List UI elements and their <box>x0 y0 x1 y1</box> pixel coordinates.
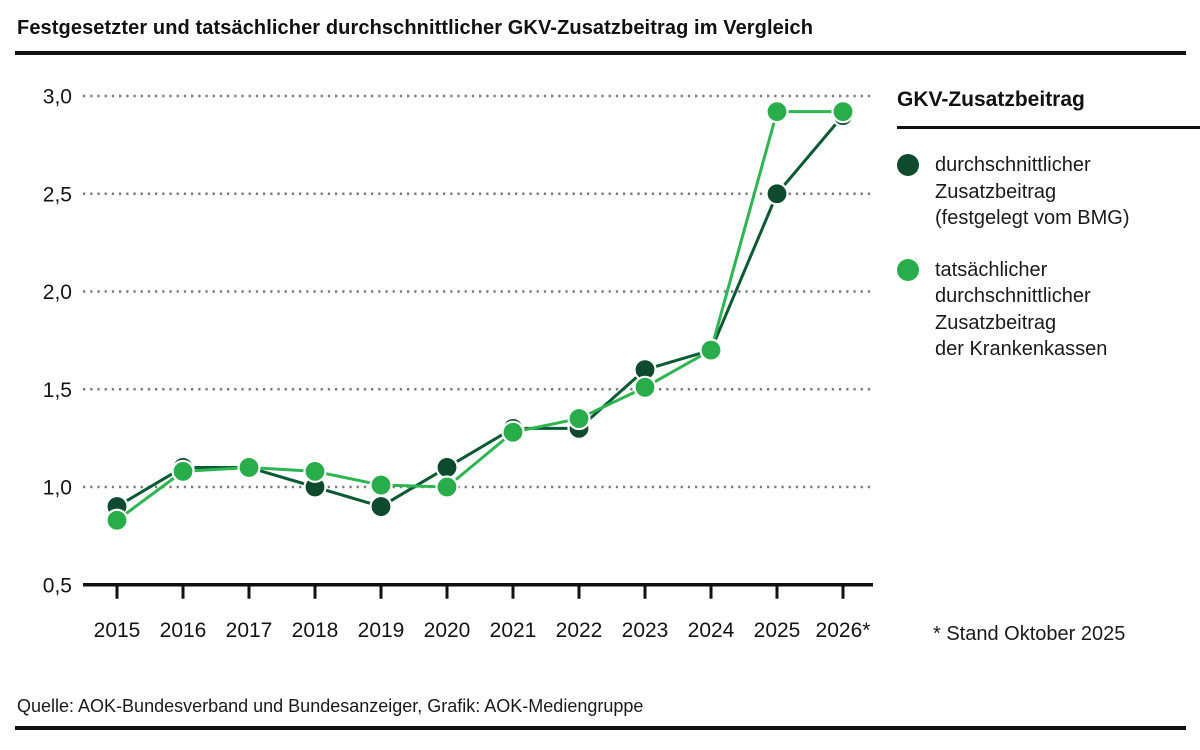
footer-divider <box>15 726 1186 730</box>
data-point <box>303 459 327 483</box>
data-point <box>369 473 393 497</box>
legend-item: tatsächlicher durchschnittlicher Zusatzbei… <box>897 257 1200 363</box>
legend-title: GKV-Zusatzbeitrag <box>897 88 1085 111</box>
legend-dot-icon <box>897 258 919 281</box>
x-axis-tick-label: 2025 <box>754 619 801 642</box>
data-point <box>567 406 591 431</box>
series-line-0 <box>116 114 845 509</box>
y-axis-tick-label: 3,0 <box>43 86 72 109</box>
source-credit: Quelle: AOK-Bundesverband und Bundesanze… <box>17 696 644 716</box>
page-title: Festgesetzter und tatsächlicher durchsch… <box>17 17 814 39</box>
x-axis-tick-label: 2016 <box>160 619 207 642</box>
chart-area: 0,5 1,0 1,5 2,0 2,5 3,0 2015 2016 2017 2018 2019 20… <box>0 60 880 660</box>
x-axis-tick-label: 2017 <box>226 619 273 642</box>
legend-items: durchschnittlicher Zusatzbeitrag (festgele… <box>897 152 1200 363</box>
data-point <box>501 420 525 444</box>
title-divider <box>15 51 1186 55</box>
x-axis-tick-label: 2020 <box>424 619 471 642</box>
x-axis-tick-label: 2023 <box>622 619 669 642</box>
data-point <box>435 455 459 480</box>
legend-dot-icon <box>897 154 919 176</box>
y-axis-tick-label: 0,5 <box>43 574 72 597</box>
legend-item: durchschnittlicher Zusatzbeitrag (festgele… <box>897 152 1200 232</box>
data-point <box>765 100 789 124</box>
data-point <box>633 375 657 399</box>
data-point <box>105 508 129 532</box>
data-point <box>435 475 459 499</box>
data-point <box>699 338 723 362</box>
legend-item-label: tatsächlicher durchschnittlicher Zusatzbei… <box>935 258 1108 361</box>
y-axis-tick-label: 2,5 <box>43 183 72 206</box>
x-axis-tick-label: 2024 <box>688 619 735 642</box>
x-axis-tick-label: 2019 <box>358 619 405 642</box>
legend-item-label: durchschnittlicher Zusatzbeitrag (festgele… <box>935 154 1130 229</box>
x-axis-tick-label: 2015 <box>94 619 141 642</box>
legend-divider <box>897 126 1200 129</box>
footnote: * Stand Oktober 2025 <box>933 623 1126 645</box>
chart-legend: GKV-Zusatzbeitrag durchschnittlicher Zusa… <box>897 88 1200 363</box>
y-axis-tick-label: 2,0 <box>43 281 72 304</box>
data-point <box>765 182 789 206</box>
data-point <box>831 100 855 124</box>
y-axis-tick-label: 1,5 <box>43 379 72 402</box>
x-axis-tick-label: 2021 <box>490 619 537 642</box>
series-line-1 <box>116 110 843 522</box>
x-axis-tick-label: 2018 <box>292 619 339 642</box>
data-point <box>369 494 393 519</box>
data-point <box>171 459 195 483</box>
data-point <box>237 455 261 480</box>
x-axis-tick-label: 2022 <box>556 619 603 642</box>
chart-svg: 0,5 1,0 1,5 2,0 2,5 3,0 2015 2016 2017 2018 2019 20… <box>43 86 873 642</box>
x-axis-tick-label: 2026* <box>816 619 871 642</box>
y-axis-tick-label: 1,0 <box>43 477 72 500</box>
